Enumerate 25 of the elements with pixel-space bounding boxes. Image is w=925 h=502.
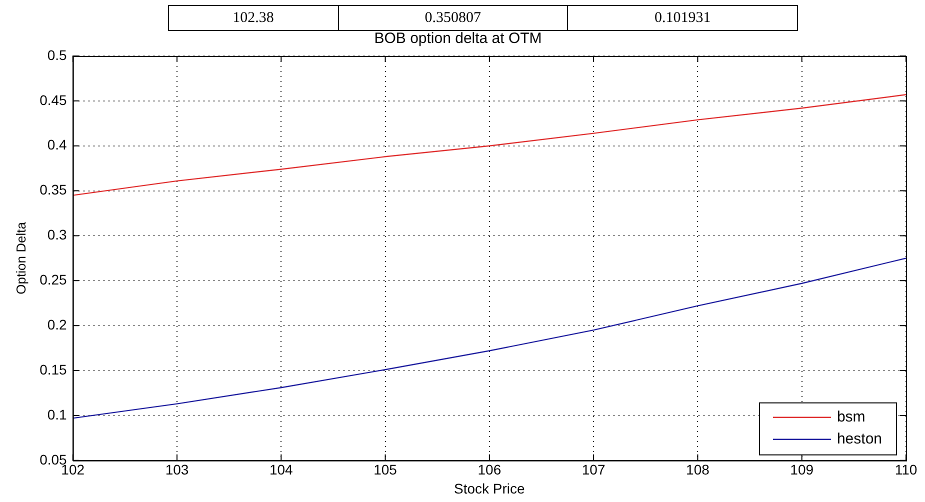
legend-label: bsm [836, 408, 866, 426]
chart-title: BOB option delta at OTM [374, 30, 542, 48]
y-tick-label: 0.25 [40, 272, 68, 288]
x-tick-label: 105 [374, 462, 398, 478]
text: 0.101931 [568, 6, 798, 30]
x-tick-label: 108 [686, 462, 710, 478]
x-tick-label: 107 [582, 462, 606, 478]
y-tick-label: 0.5 [47, 46, 68, 63]
x-axis-title: Stock Price [454, 480, 526, 496]
x-tick-label: 104 [269, 462, 294, 478]
y-tick-label: 0.1 [47, 406, 68, 422]
y-tick-label: 0.3 [47, 226, 68, 243]
text: 102.38 [168, 6, 338, 30]
text: 0.350807 [338, 6, 568, 30]
y-axis-title: Option Delta [13, 221, 28, 294]
x-tick-label: 109 [790, 462, 814, 478]
x-tick-label: 110 [894, 462, 918, 478]
y-tick-label: 0.2 [47, 316, 68, 332]
x-tick-label: 106 [478, 462, 502, 478]
y-tick-label: 0.45 [40, 92, 68, 108]
y-tick-label: 0.35 [40, 182, 68, 198]
legend-label: heston [836, 430, 882, 448]
y-tick-label: 0.4 [47, 136, 68, 153]
x-tick-label: 103 [165, 462, 189, 478]
y-tick-label: 0.15 [40, 361, 68, 378]
